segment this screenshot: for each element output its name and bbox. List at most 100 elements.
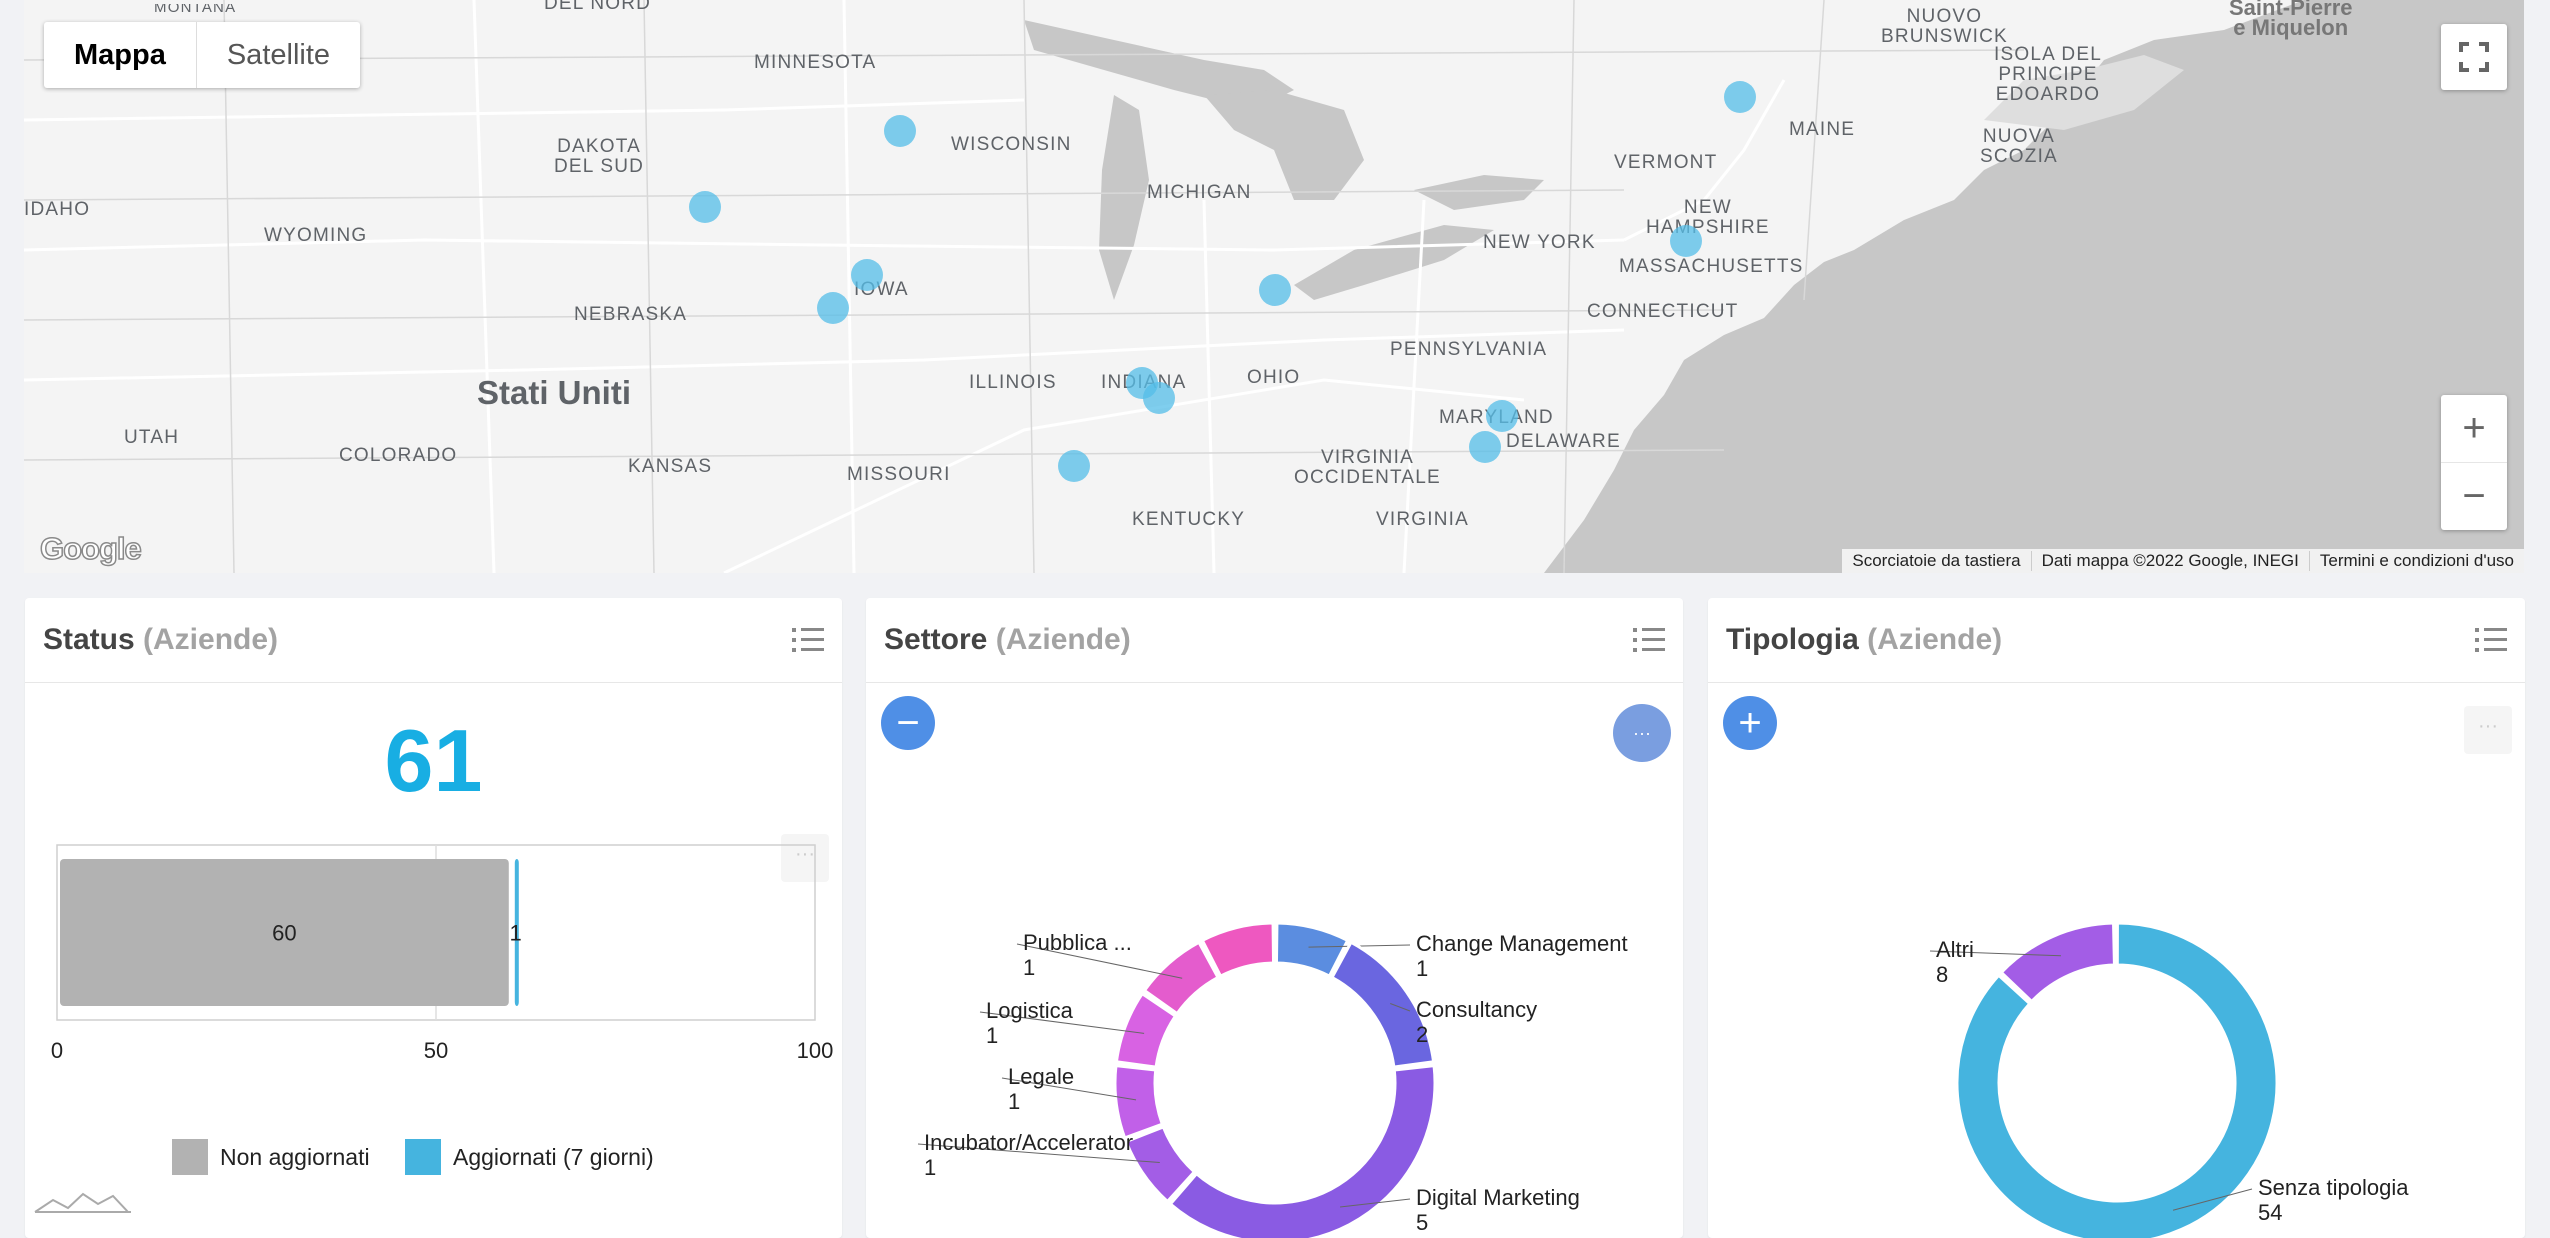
map-label: WISCONSIN	[951, 134, 1072, 155]
slice-value: 1	[1416, 956, 1428, 981]
status-bar-chart: 60 1 0 50 100	[51, 844, 834, 1063]
sparkline-icon	[34, 1192, 131, 1213]
map-marker[interactable]	[1259, 274, 1291, 306]
slice-label: Incubator/Accelerator	[924, 1130, 1133, 1155]
map-marker[interactable]	[851, 259, 883, 291]
zoom-in-button[interactable]: +	[2441, 395, 2507, 463]
map-marker[interactable]	[1469, 431, 1501, 463]
map-label: DAKOTA DEL SUD	[554, 136, 645, 177]
map-label: MASSACHUSETTS	[1619, 256, 1804, 277]
map-label-country: Stati Uniti	[477, 374, 631, 411]
zoom-out-button[interactable]: −	[2462, 474, 2486, 518]
collapse-button[interactable]: −	[881, 696, 935, 750]
leader-line	[2172, 1188, 2253, 1211]
map-label: DEL NORD	[544, 0, 652, 14]
map-label: WYOMING	[264, 225, 368, 246]
leader-line	[1340, 1198, 1411, 1208]
donut-slice	[1168, 1064, 1437, 1238]
map-label: ISOLA DEL PRINCIPE EDOARDO	[1994, 44, 2102, 105]
card-title: Status (Aziende)	[43, 623, 278, 657]
bar-segment	[60, 859, 509, 1006]
map-label: PENNSYLVANIA	[1390, 339, 1548, 360]
list-menu-icon[interactable]	[1633, 626, 1665, 654]
tick-label: 100	[797, 1038, 834, 1063]
map-attribution: Scorciatoie da tastiera Dati mappa ©2022…	[1842, 549, 2524, 573]
list-menu-icon[interactable]	[2475, 626, 2507, 654]
donut-slice	[1113, 1064, 1165, 1140]
map-label: MINNESOTA	[754, 52, 877, 73]
slice-label: Logistica	[986, 998, 1074, 1023]
tick-label: 50	[424, 1038, 448, 1063]
keyboard-shortcuts-link[interactable]: Scorciatoie da tastiera	[1852, 551, 2021, 570]
map-label: IDAHO	[24, 199, 91, 220]
tick-label: 0	[51, 1038, 63, 1063]
legend-item[interactable]: Non aggiornati	[172, 1139, 370, 1175]
card-title-text: Settore	[884, 623, 988, 656]
map-label: MICHIGAN	[1147, 182, 1252, 203]
slice-label: Digital Marketing	[1416, 1185, 1580, 1210]
slice-value: 1	[924, 1155, 936, 1180]
leader-line	[1016, 943, 1183, 979]
slice-label: Pubblica ...	[1023, 930, 1132, 955]
status-total: 61	[384, 711, 483, 810]
slice-value: 2	[1416, 1022, 1428, 1047]
map-type-map-button[interactable]: Mappa	[44, 22, 197, 88]
card-header: Tipologia (Aziende)	[1708, 598, 2525, 683]
chart-options-button[interactable]: ···	[781, 834, 829, 882]
terms-link[interactable]: Termini e condizioni d'uso	[2308, 551, 2524, 571]
map-type-satellite-button[interactable]: Satellite	[226, 38, 331, 71]
bar-segment	[514, 859, 519, 1006]
slice-label: Altri	[1936, 937, 1974, 962]
legend-item[interactable]: Aggiornati (7 giorni)	[405, 1139, 654, 1175]
donut-slice	[1955, 921, 2279, 1238]
map-marker[interactable]	[1143, 382, 1175, 414]
map-label: NUOVO BRUNSWICK	[1881, 6, 2008, 47]
leader-line	[1001, 1077, 1137, 1101]
map-label: NEW YORK	[1483, 232, 1596, 253]
map-label: MONTANA	[154, 0, 237, 16]
map-type-control: Mappa Satellite	[44, 22, 361, 88]
map-label: VIRGINIA OCCIDENTALE	[1294, 447, 1441, 488]
map-marker[interactable]	[1058, 450, 1090, 482]
map-marker[interactable]	[1486, 400, 1518, 432]
card-subtitle: (Aziende)	[995, 623, 1131, 656]
fullscreen-button[interactable]	[2441, 24, 2507, 90]
card-title: Tipologia (Aziende)	[1726, 623, 2002, 657]
card-header: Settore (Aziende)	[866, 598, 1683, 683]
legend-swatch	[405, 1139, 441, 1175]
data-label: 60	[272, 921, 296, 946]
chart-options-button[interactable]: ···	[2464, 706, 2512, 754]
map-marker[interactable]	[884, 115, 916, 147]
google-logo: Google	[39, 530, 142, 567]
map-marker[interactable]	[1724, 81, 1756, 113]
map-label: VERMONT	[1614, 152, 1718, 173]
map-label: VIRGINIA	[1376, 509, 1470, 530]
map-marker[interactable]	[817, 292, 849, 324]
chart-options-button[interactable]: ···	[1613, 704, 1671, 762]
expand-button[interactable]: +	[1723, 696, 1777, 750]
map-label: CONNECTICUT	[1587, 301, 1739, 322]
status-card: Status (Aziende) 61 ··· 60 1 0 50 100 Non ag…	[25, 598, 842, 1238]
slice-label: Legale	[1008, 1064, 1074, 1089]
map-marker[interactable]	[689, 191, 721, 223]
slice-value: 1	[1023, 955, 1035, 980]
map-label: MAINE	[1789, 119, 1856, 140]
donut-slice	[1124, 1124, 1197, 1204]
list-menu-icon[interactable]	[792, 626, 824, 654]
donut-slice	[1200, 921, 1276, 979]
map-label: Saint-Pierre e Miquelon	[2229, 0, 2353, 40]
map[interactable]: Mappa Satellite + − Google Scorciatoie d…	[24, 0, 2524, 573]
map-base	[24, 0, 2524, 573]
card-subtitle: (Aziende)	[1867, 623, 2003, 656]
settore-card: Settore (Aziende) − ··· Change Managemen…	[866, 598, 1683, 1238]
map-marker[interactable]	[1670, 225, 1702, 257]
card-subtitle: (Aziende)	[143, 623, 279, 656]
map-data-text: Dati mappa ©2022 Google, INEGI	[2030, 551, 2309, 571]
donut-slice	[1999, 921, 2116, 1004]
card-title-text: Tipologia	[1726, 623, 1859, 656]
map-label: MISSOURI	[847, 464, 951, 485]
zoom-control: + −	[2441, 395, 2507, 530]
donut-slice	[1330, 940, 1436, 1069]
slice-value: 5	[1416, 1210, 1428, 1235]
card-header: Status (Aziende)	[25, 598, 842, 683]
